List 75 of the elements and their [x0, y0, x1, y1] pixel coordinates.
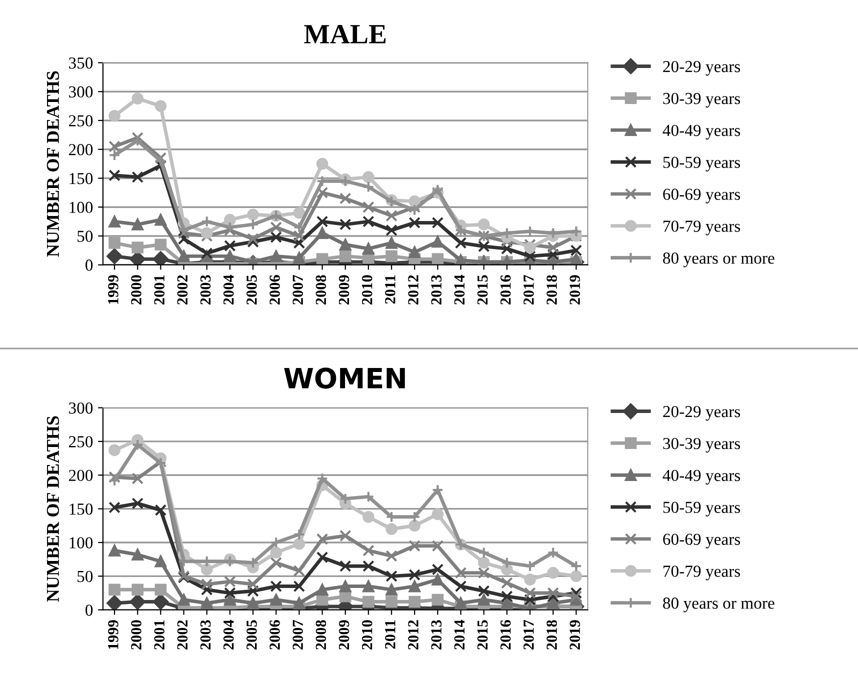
x-tick-label: 1999 [108, 275, 118, 304]
x-tick-label: 2008 [316, 620, 326, 650]
x-tick-label: 2015 [477, 275, 488, 304]
x-tick-label: 2001 [154, 275, 164, 304]
x-tick-label: 2014 [454, 274, 465, 304]
x-tick-label: 2007 [292, 620, 303, 650]
y-tick-label: 300 [69, 86, 93, 98]
x-tick-label: 2004 [223, 274, 234, 304]
x-tick-label: 2005 [246, 620, 257, 650]
y-tick-label: 300 [69, 402, 93, 414]
legend-label: 50-59 years [663, 502, 740, 516]
x-tick-label: 2000 [131, 275, 142, 304]
y-tick-label: 100 [70, 202, 93, 214]
chart-title: MALE [304, 24, 386, 44]
x-tick-label: 2011 [385, 275, 396, 304]
y-tick-label: 150 [70, 172, 93, 184]
x-tick-label: 2003 [200, 275, 211, 304]
x-tick-label: 1999 [108, 620, 118, 649]
y-tick-label: 150 [70, 504, 93, 515]
x-tick-label: 2010 [362, 620, 372, 650]
x-tick-label: 2012 [408, 620, 418, 650]
legend-label: 30-39 years [663, 92, 740, 108]
legend-label: 30-39 years [663, 438, 740, 453]
x-tick-label: 2009 [338, 275, 350, 304]
y-tick-label: 100 [70, 537, 93, 548]
x-tick-label: 2017 [524, 620, 534, 650]
legend-label: 60-69 years [663, 188, 740, 204]
x-tick-label: 2019 [570, 620, 580, 650]
x-tick-label: 2016 [500, 275, 511, 304]
x-tick-label: 2015 [477, 620, 488, 650]
legend-label: 50-59 years [663, 156, 740, 172]
x-tick-label: 2010 [362, 275, 372, 304]
y-tick-label: 50 [78, 570, 93, 582]
x-tick-label: 2005 [246, 275, 257, 304]
y-tick-label: 0 [86, 604, 93, 616]
x-tick-label: 2014 [454, 620, 465, 650]
x-tick-label: 2008 [316, 275, 326, 304]
x-tick-label: 2003 [200, 620, 211, 650]
legend-label: 60-69 years [663, 534, 740, 548]
x-tick-label: 2018 [546, 620, 557, 650]
y-tick-label: 350 [69, 57, 93, 69]
chart-title: WOMEN [284, 368, 405, 389]
x-tick-label: 2006 [270, 275, 280, 304]
y-tick-label: 250 [68, 115, 93, 126]
y-tick-label: 200 [68, 144, 93, 156]
legend-label: 70-79 years [664, 220, 740, 236]
x-tick-label: 2000 [131, 620, 142, 650]
x-tick-label: 2013 [431, 620, 442, 650]
x-tick-label: 2001 [154, 620, 164, 650]
y-tick-label: 200 [68, 470, 93, 482]
y-tick-label: 250 [68, 436, 93, 448]
legend-label: 40-49 years [662, 124, 740, 140]
legend-label: 40-49 years [662, 470, 740, 485]
x-tick-label: 2017 [524, 274, 534, 304]
x-tick-label: 2002 [177, 620, 188, 650]
legend-label: 80 years or more [663, 598, 774, 612]
legend-label: 20-29 years [663, 60, 740, 76]
y-tick-label: 0 [86, 260, 93, 271]
x-tick-label: 2007 [292, 274, 303, 304]
x-tick-label: 2009 [338, 620, 350, 650]
x-tick-label: 2018 [546, 275, 557, 304]
y-axis-title: NUMBER OF DEATHS [46, 416, 60, 602]
x-tick-label: 2011 [385, 620, 396, 649]
legend-label: 70-79 years [664, 566, 740, 580]
y-axis-title: NUMBER OF DEATHS [46, 71, 60, 257]
legend-label: 80 years or more [663, 252, 774, 268]
x-tick-label: 2012 [408, 275, 418, 304]
x-tick-label: 2016 [500, 620, 511, 650]
x-tick-label: 2013 [431, 275, 442, 304]
x-tick-label: 2004 [223, 620, 234, 650]
y-tick-label: 50 [78, 230, 93, 242]
x-tick-label: 2002 [177, 275, 188, 304]
x-tick-label: 2006 [270, 620, 280, 650]
x-tick-label: 2019 [570, 275, 580, 304]
legend-label: 20-29 years [663, 406, 740, 421]
